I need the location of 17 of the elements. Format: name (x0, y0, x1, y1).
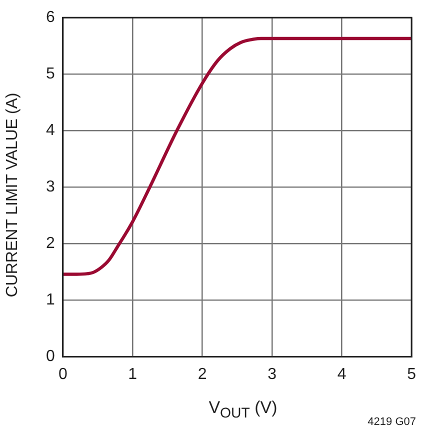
text: 4219 G07 (368, 416, 416, 428)
y-axis-title: CURRENT LIMIT VALUE (A) (4, 92, 22, 300)
y-tick-label: 2 (46, 235, 55, 252)
x-tick-label: 4 (337, 366, 346, 383)
x-axis-title: V$_{OUT}$ (V) (208, 398, 278, 422)
line-series (62, 36, 412, 276)
x-tick-label: 5 (407, 366, 416, 383)
y-tick-label: 6 (46, 9, 55, 26)
y-tick-label: 5 (46, 66, 55, 83)
x-tick-label: 3 (268, 366, 277, 383)
y-tick-label: 0 (46, 348, 55, 366)
x-tick-label: 2 (198, 366, 207, 383)
y-tick-label: 4 (46, 122, 55, 140)
y-tick-label: 3 (46, 178, 55, 196)
x-tick-label: 1 (128, 366, 138, 383)
y-tick-label: 1 (46, 292, 55, 309)
x-tick-label: 0 (58, 366, 68, 383)
